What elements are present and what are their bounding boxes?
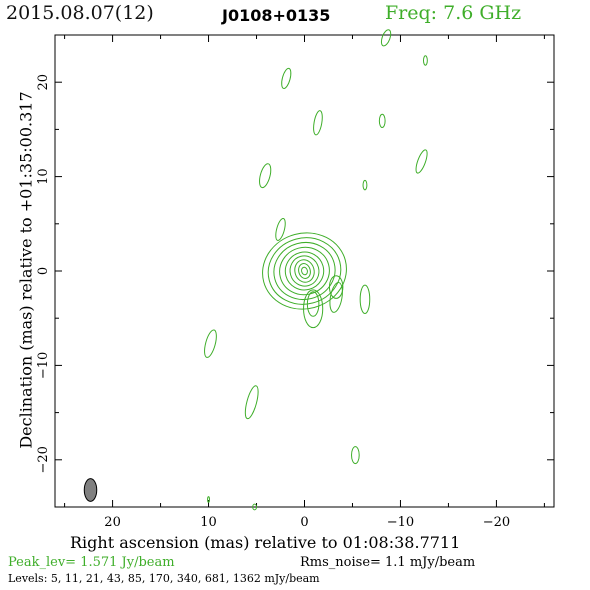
tick-labels: 20 10 0 −10 −20 20 10 0 −10 −20 — [36, 74, 510, 530]
peak-level: Peak_lev= 1.571 Jy/beam — [8, 555, 175, 570]
island-contour — [281, 67, 292, 90]
axis-ticks — [55, 34, 554, 508]
jet-contour — [328, 275, 344, 299]
x-axis-label: Right ascension (mas) relative to 01:08:… — [70, 533, 461, 552]
island-contour — [244, 385, 259, 420]
island-contour — [259, 163, 272, 189]
core-contour — [294, 259, 315, 283]
plot-frame — [54, 34, 555, 508]
core-contour — [267, 237, 342, 305]
x-tick-label: 10 — [200, 515, 217, 530]
core-contour — [298, 263, 311, 279]
jet-contour — [303, 289, 324, 329]
core-contour — [289, 255, 320, 287]
island-contour — [378, 113, 386, 129]
island-contour — [313, 110, 323, 136]
island-contour — [204, 329, 217, 358]
island-contour — [422, 55, 428, 66]
source-name: J0108+0135 — [222, 6, 331, 25]
y-tick-label: 10 — [36, 168, 51, 185]
island-contour — [415, 149, 428, 174]
x-tick-label: 20 — [104, 515, 121, 530]
contour-levels: Levels: 5, 11, 21, 43, 85, 170, 340, 681… — [8, 572, 320, 585]
x-tick-label: −10 — [387, 515, 414, 530]
core-contour — [262, 232, 347, 310]
beam-ellipse — [83, 478, 98, 502]
core-contour — [301, 266, 308, 276]
contour-layer — [204, 29, 428, 511]
y-tick-label: 0 — [36, 267, 51, 275]
x-tick-label: −20 — [483, 515, 510, 530]
island-contour — [207, 496, 210, 503]
island-contour — [362, 179, 368, 191]
island-contour — [252, 503, 258, 511]
core-contour — [273, 242, 336, 300]
y-axis-label: Declination (mas) relative to +01:35:00.… — [16, 91, 36, 449]
frequency-label: Freq: 7.6 GHz — [385, 2, 522, 24]
rms-noise: Rms_noise= 1.1 mJy/beam — [300, 555, 476, 570]
core-contour — [284, 251, 325, 291]
jet-contour — [306, 291, 320, 317]
island-contour — [351, 446, 360, 465]
x-tick-label: 0 — [300, 515, 308, 530]
y-tick-label: −10 — [36, 352, 51, 379]
core-contour — [279, 246, 330, 296]
island-contour — [275, 217, 286, 241]
y-tick-label: 20 — [36, 74, 51, 91]
island-contour — [329, 282, 343, 313]
island-contour — [380, 29, 392, 47]
epoch-date: 2015.08.07(12) — [6, 2, 154, 24]
y-tick-label: −20 — [36, 446, 51, 473]
island-contour — [359, 284, 371, 314]
beam-layer — [83, 478, 98, 502]
